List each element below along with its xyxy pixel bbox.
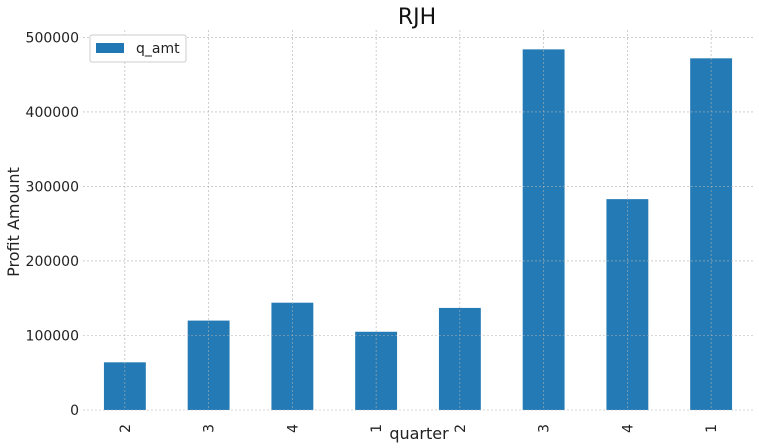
x-axis-ticks: 2 3 4 1 2 3 4 1 <box>118 424 720 433</box>
y-tick-label: 200000 <box>26 254 79 270</box>
y-axis-label: Profit Amount <box>4 167 23 277</box>
x-tick-label: 4 <box>285 424 301 433</box>
legend: q_amt <box>89 34 187 63</box>
bars-layer <box>103 49 733 411</box>
legend-label-q-amt: q_amt <box>136 41 180 57</box>
grid-layer <box>83 30 753 411</box>
legend-box <box>89 34 187 63</box>
x-tick-label: 4 <box>620 424 636 433</box>
x-axis-label: quarter <box>389 424 449 443</box>
legend-swatch-q-amt <box>96 43 124 53</box>
bar-q-amt <box>522 49 565 410</box>
chart-title: RJH <box>398 5 436 30</box>
x-tick-label: 1 <box>704 424 720 433</box>
y-tick-label: 400000 <box>26 105 79 121</box>
y-tick-label: 500000 <box>26 30 79 46</box>
y-tick-label: 0 <box>70 403 79 419</box>
x-tick-label: 1 <box>369 424 385 433</box>
x-tick-label: 3 <box>537 424 553 433</box>
y-tick-label: 300000 <box>26 179 79 195</box>
x-tick-label: 2 <box>453 424 469 433</box>
x-tick-label: 2 <box>118 424 134 433</box>
bar-q-amt <box>271 302 314 410</box>
x-tick-label: 3 <box>202 424 218 433</box>
y-tick-label: 100000 <box>26 328 79 344</box>
y-axis-ticks: 0 100000 200000 300000 400000 500000 <box>26 30 79 419</box>
